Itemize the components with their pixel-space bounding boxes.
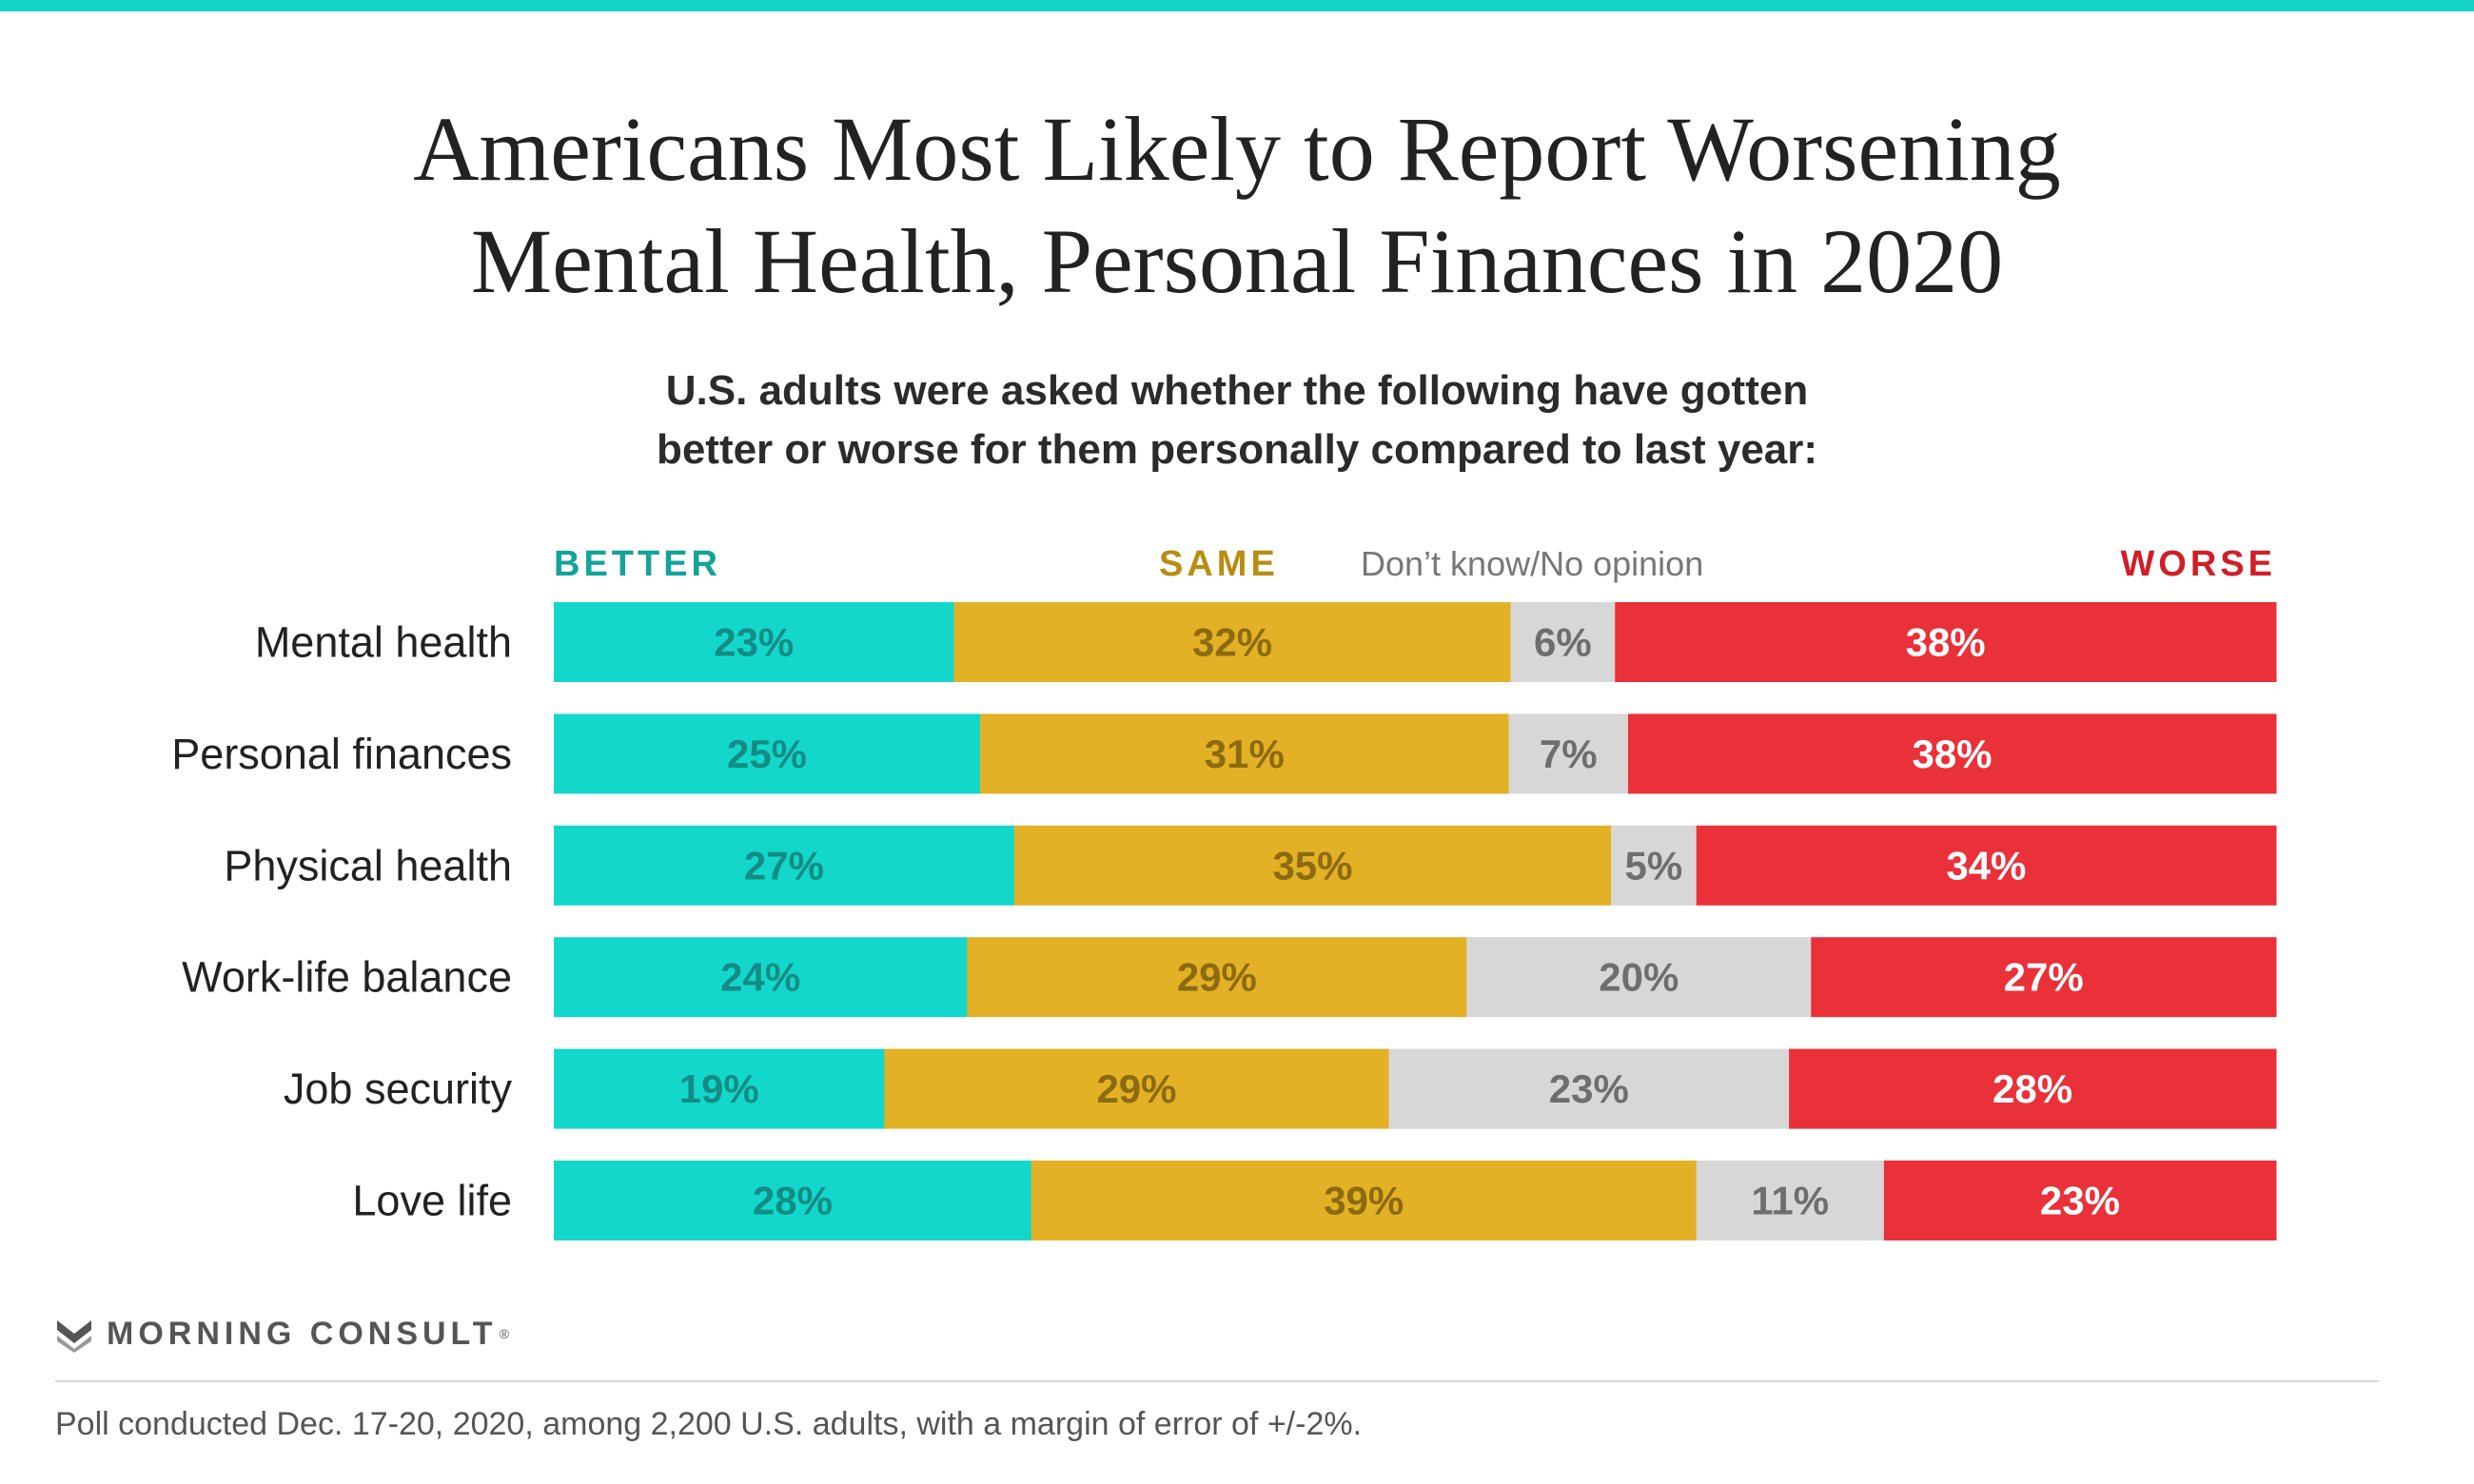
category-label: Love life [352, 1177, 512, 1225]
bar-worse [1789, 1048, 2277, 1129]
legend-better: BETTER [554, 544, 721, 584]
data-label-worse: 28% [1993, 1066, 2072, 1111]
data-label-worse: 27% [2004, 955, 2084, 1000]
bar-dont-know [1466, 937, 1812, 1018]
brand-logo: MORNING CONSULT ® [55, 1305, 509, 1362]
bar-better [554, 1048, 885, 1129]
data-label-dont-know: 20% [1599, 955, 1679, 1000]
data-label-better: 24% [720, 955, 800, 1000]
data-label-same: 29% [1177, 955, 1257, 1000]
stacked-bar-chart: Mental health 23% 32% 6% 38% Personal finance… [171, 602, 2277, 1240]
brand-name: MORNING CONSULT [107, 1315, 498, 1352]
bar-worse [1696, 825, 2277, 906]
bar-dont-know [1508, 713, 1629, 794]
subtitle-line-2: better or worse for them personally comp… [656, 426, 1818, 473]
accent-top-bar [0, 0, 2474, 11]
chart-title: Americans Most Likely to Report Worsenin… [0, 93, 2474, 318]
bar-worse [1811, 937, 2277, 1018]
data-label-same: 35% [1272, 843, 1352, 888]
data-label-same: 31% [1205, 732, 1285, 776]
data-label-better: 27% [744, 843, 824, 888]
bar-better [554, 825, 1015, 906]
data-label-same: 29% [1096, 1066, 1176, 1111]
chart-subtitle: U.S. adults were asked whether the follo… [0, 361, 2474, 479]
bar-dont-know [1611, 825, 1698, 906]
data-label-better: 23% [714, 620, 794, 665]
data-label-better: 19% [679, 1066, 759, 1111]
brand-registered-mark: ® [499, 1326, 509, 1341]
category-label: Work-life balance [182, 953, 512, 1002]
bar-same [953, 602, 1512, 682]
data-label-same: 39% [1324, 1179, 1404, 1223]
bar-better [554, 713, 981, 794]
data-label-dont-know: 23% [1549, 1066, 1629, 1111]
footer-divider [55, 1380, 2379, 1382]
data-label-dont-know: 6% [1534, 620, 1592, 665]
bar-worse [1615, 602, 2277, 682]
data-label-same: 32% [1192, 620, 1272, 665]
bar-dont-know [1696, 1161, 1885, 1240]
legend-same: SAME [1159, 544, 1279, 584]
data-label-better: 28% [753, 1179, 833, 1223]
data-label-dont-know: 5% [1625, 843, 1683, 888]
data-label-dont-know: 11% [1751, 1179, 1829, 1223]
bar-dont-know [1388, 1048, 1790, 1129]
bar-same [980, 713, 1510, 794]
data-label-worse: 38% [1912, 732, 1992, 776]
category-label: Mental health [255, 618, 512, 667]
bar-dont-know [1510, 602, 1616, 682]
title-line-2: Mental Health, Personal Finances in 2020 [470, 210, 2004, 312]
bar-worse [1628, 713, 2277, 794]
bar-worse [1883, 1161, 2277, 1240]
data-label-better: 25% [727, 732, 807, 776]
data-label-worse: 38% [1906, 620, 1986, 665]
category-label: Physical health [224, 841, 512, 889]
bar-same [1013, 825, 1612, 906]
bar-same [1031, 1161, 1698, 1240]
bar-better [554, 1161, 1032, 1240]
bar-better [554, 602, 955, 682]
title-line-1: Americans Most Likely to Report Worsenin… [413, 98, 2061, 200]
data-label-dont-know: 7% [1540, 732, 1598, 776]
bar-same [884, 1048, 1390, 1129]
bar-same [967, 937, 1467, 1018]
morning-consult-logo-icon [57, 1320, 91, 1353]
data-label-worse: 34% [1946, 843, 2026, 888]
subtitle-line-1: U.S. adults were asked whether the follo… [665, 367, 1809, 414]
category-label: Personal finances [171, 730, 512, 778]
data-label-worse: 23% [2040, 1179, 2120, 1223]
legend-worse: WORSE [2120, 544, 2276, 584]
legend-dont-know: Don’t know/No opinion [1361, 544, 1704, 583]
bar-better [554, 937, 968, 1018]
category-label: Job security [284, 1064, 513, 1113]
footnote: Poll conducted Dec. 17-20, 2020, among 2… [55, 1406, 1363, 1442]
